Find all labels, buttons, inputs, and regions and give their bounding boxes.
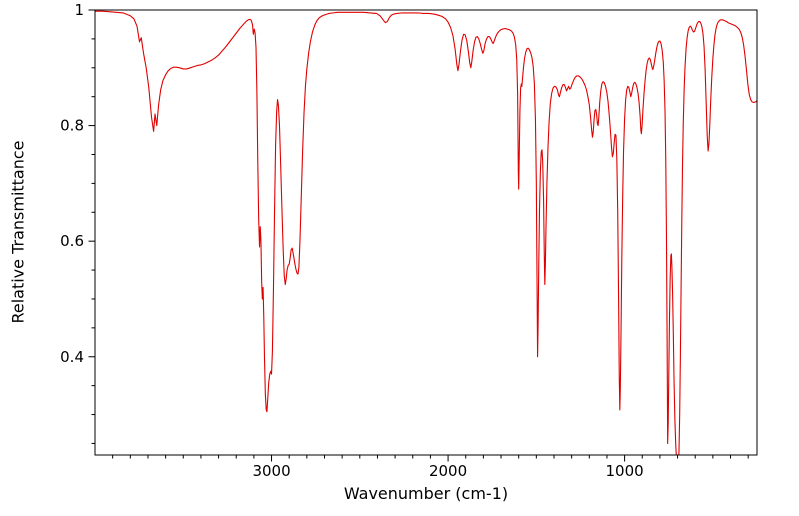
x-tick-label: 3000 xyxy=(252,462,290,480)
y-tick-label: 1 xyxy=(74,1,84,19)
x-tick-label: 2000 xyxy=(429,462,467,480)
y-tick-label: 0.6 xyxy=(60,232,84,250)
y-tick-label: 0.4 xyxy=(60,348,84,366)
y-tick-label: 0.8 xyxy=(60,117,84,135)
x-tick-label: 1000 xyxy=(606,462,644,480)
x-axis-label: Wavenumber (cm-1) xyxy=(343,484,509,503)
spectrum-line xyxy=(95,10,757,455)
y-axis-label: Relative Transmittance xyxy=(8,140,28,324)
plot-border xyxy=(94,9,758,456)
